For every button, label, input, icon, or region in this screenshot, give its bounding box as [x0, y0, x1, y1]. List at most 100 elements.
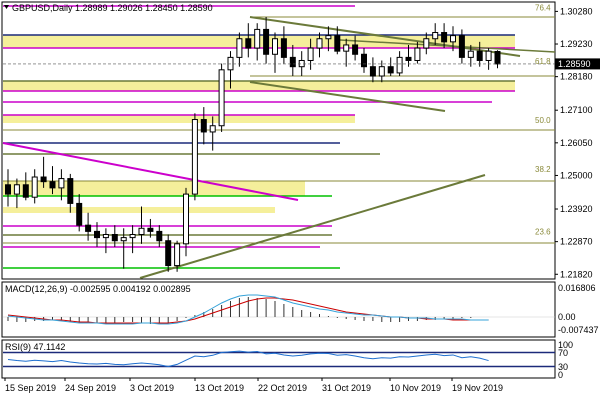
magenta-trendline[interactable]	[2, 142, 299, 201]
current-price-label: 1.28590	[558, 59, 591, 69]
date-axis: 15 Sep 2019 24 Sep 2019 3 Oct 2019 13 Oct 2…	[4, 378, 503, 393]
candle-body[interactable]	[111, 233, 118, 242]
fibo-level-label: 61.8	[535, 57, 551, 66]
candle-body[interactable]	[289, 56, 296, 68]
candle-body[interactable]	[31, 176, 38, 198]
candle-body[interactable]	[405, 56, 412, 61]
candle-body[interactable]	[325, 35, 332, 40]
candle-body[interactable]	[280, 38, 287, 58]
candle-body[interactable]	[307, 47, 314, 61]
fibo-level-label: 76.4	[535, 3, 551, 12]
date-tick-label: 13 Oct 2019	[195, 383, 244, 393]
candle-body[interactable]	[129, 233, 136, 239]
candle-body[interactable]	[298, 59, 305, 68]
date-tick-label: 22 Oct 2019	[258, 383, 307, 393]
candle-body[interactable]	[450, 35, 456, 43]
candle-body[interactable]	[40, 176, 47, 183]
candle-body[interactable]	[254, 28, 261, 49]
date-tick-label: 24 Sep 2019	[65, 383, 116, 393]
descending-trendline[interactable]	[249, 16, 521, 57]
fibo-level-label: 23.6	[535, 228, 551, 237]
candle-body[interactable]	[22, 184, 29, 198]
candle-body[interactable]	[458, 35, 465, 58]
candle-body[interactable]	[218, 69, 225, 127]
date-tick-label: 31 Oct 2019	[322, 383, 371, 393]
rsi-tick: 30	[558, 362, 568, 372]
candle-body[interactable]	[467, 50, 474, 58]
candle-body[interactable]	[378, 66, 385, 77]
candle-body[interactable]	[156, 230, 163, 242]
macd-main-line	[7, 294, 489, 325]
candle-body[interactable]	[67, 178, 74, 204]
macd-tick: -0.007437	[558, 325, 599, 335]
rsi-tick: 70	[558, 348, 568, 358]
ascending-trendline[interactable]	[139, 174, 486, 279]
candle-body[interactable]	[334, 35, 341, 52]
macd-label: MACD(12,26,9) -0.002595 0.004192 0.00289…	[5, 284, 191, 294]
candle-body[interactable]	[102, 233, 109, 239]
candle-body[interactable]	[236, 38, 243, 58]
candle-body[interactable]	[263, 28, 270, 55]
candle-body[interactable]	[94, 230, 100, 239]
candle-body[interactable]	[245, 38, 252, 49]
candle-body[interactable]	[58, 178, 65, 189]
macd-panel-frame	[1, 281, 556, 338]
candle-body[interactable]	[147, 227, 154, 232]
expand-arrow-icon[interactable]	[4, 5, 9, 9]
candle-body[interactable]	[49, 181, 56, 189]
rsi-tick: 100	[558, 340, 573, 350]
candle-body[interactable]	[485, 50, 492, 61]
macd-tick: 0.016806	[558, 283, 596, 293]
candle-body[interactable]	[138, 227, 145, 235]
descending-channel-line[interactable]	[249, 81, 446, 112]
price-tick-label: 1.30280	[560, 6, 593, 16]
price-tick-label: 1.21820	[560, 269, 593, 279]
price-tick-label: 1.28180	[560, 72, 593, 82]
candle-body[interactable]	[361, 53, 367, 68]
candle-body[interactable]	[174, 243, 181, 267]
candle-body[interactable]	[396, 56, 403, 74]
candle-body[interactable]	[423, 38, 430, 49]
candle-body[interactable]	[352, 44, 359, 55]
chart-header: GBPUSD,Daily 1.28989 1.29026 1.28450 1.2…	[12, 3, 213, 13]
candlestick-series	[5, 16, 501, 272]
fibo-level-label: 38.2	[535, 165, 551, 174]
candle-body[interactable]	[200, 119, 207, 133]
yellow-zone	[3, 181, 305, 196]
candle-body[interactable]	[316, 38, 323, 49]
candle-body[interactable]	[209, 125, 216, 133]
date-tick-label: 10 Nov 2019	[390, 383, 441, 393]
current-price-box	[555, 58, 600, 70]
price-tick-label: 1.26050	[560, 138, 593, 148]
candle-body[interactable]	[272, 38, 278, 55]
candle-body[interactable]	[183, 193, 189, 245]
candle-body[interactable]	[85, 224, 92, 232]
rsi-label: RSI(9) 47.1142	[5, 342, 65, 352]
candle-body[interactable]	[343, 44, 350, 52]
candle-body[interactable]	[441, 32, 448, 43]
candle-body[interactable]	[76, 202, 83, 226]
candle-body[interactable]	[387, 66, 394, 74]
candle-body[interactable]	[414, 47, 421, 61]
olive-trendline[interactable]	[339, 39, 556, 53]
yellow-zone	[3, 115, 355, 123]
candle-body[interactable]	[432, 32, 439, 40]
yellow-zone	[3, 207, 275, 213]
candle-body[interactable]	[227, 56, 234, 71]
candle-body[interactable]	[120, 237, 127, 242]
candle-body[interactable]	[476, 50, 483, 61]
candle-body[interactable]	[165, 240, 172, 267]
candle-body[interactable]	[369, 66, 376, 77]
rsi-tick: 0	[558, 370, 563, 380]
candle-body[interactable]	[191, 119, 198, 195]
rsi-panel-frame	[1, 339, 556, 379]
candle-body[interactable]	[494, 50, 501, 65]
candle-body[interactable]	[13, 184, 20, 195]
date-tick-label: 19 Nov 2019	[452, 383, 503, 393]
macd-indicator	[3, 294, 555, 325]
candle-body[interactable]	[5, 184, 11, 195]
price-tick-label: 1.25000	[560, 170, 593, 180]
price-tick-label: 1.22870	[560, 237, 593, 247]
